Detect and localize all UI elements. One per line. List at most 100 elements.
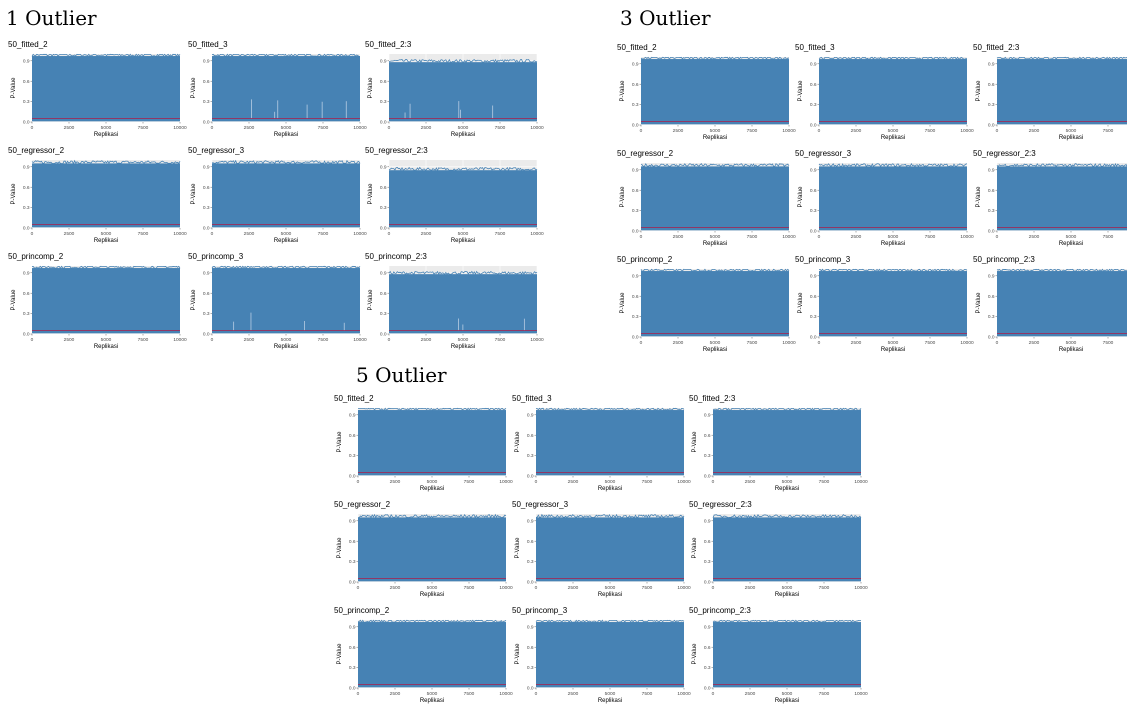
x-axis-label: Replikasi — [1059, 135, 1083, 141]
panel-title: 50_regressor_2:3 — [365, 146, 428, 155]
y-tick-label: 0.0 — [527, 580, 534, 586]
plot-svg: 0.0 0.3 0.6 0.9 0 2500 5000 7500 10000 Replikasi P… — [620, 56, 796, 141]
x-tick-label: 7500 — [642, 479, 653, 485]
y-axis-label: P-Value — [191, 183, 197, 205]
x-tick-label: 10000 — [530, 337, 544, 343]
x-axis-label: Replikasi — [703, 135, 727, 141]
pvalue-series-peaks — [388, 166, 538, 172]
chart-panel: 50_princomp_2:3 0.0 0.3 0.6 0.9 0 2500 5000 7500… — [365, 252, 544, 354]
plot-svg: 0.0 0.3 0.6 0.9 0 2500 5000 7500 10000 Replikasi P… — [620, 163, 796, 247]
y-axis-label: P-Value — [337, 537, 343, 559]
x-tick-label: 10000 — [854, 479, 868, 485]
x-tick-label: 2500 — [1029, 128, 1040, 134]
x-tick-label: 10000 — [677, 691, 691, 697]
pvalue-series — [536, 622, 684, 688]
y-tick-label: 0.0 — [632, 229, 639, 235]
y-tick-label: 0.0 — [23, 120, 30, 126]
x-tick-label: 10000 — [782, 340, 796, 346]
chart-panel: 50_fitted_3 0.0 0.3 0.6 0.9 0 2500 5000 7500 1000… — [512, 394, 691, 496]
x-tick-label: 10000 — [782, 234, 796, 240]
plot-svg: 0.0 0.3 0.6 0.9 0 2500 5000 7500 10000 Replikasi P… — [692, 407, 868, 492]
y-tick-label: 0.3 — [23, 205, 30, 211]
group-title: 3 Outlier — [620, 6, 711, 30]
x-tick-label: 5000 — [782, 585, 793, 591]
pvalue-series-peaks — [357, 407, 507, 412]
x-tick-label: 5000 — [101, 125, 112, 131]
y-axis-label: P-Value — [11, 77, 17, 99]
y-tick-label: 0.9 — [380, 270, 387, 276]
y-tick-label: 0.6 — [23, 79, 30, 85]
x-tick-label: 5000 — [888, 234, 899, 240]
y-tick-label: 0.6 — [527, 433, 534, 439]
y-tick-label: 0.6 — [203, 185, 210, 191]
x-tick-label: 5000 — [605, 691, 616, 697]
y-axis-label: P-Value — [798, 80, 804, 102]
y-tick-label: 0.9 — [380, 58, 387, 64]
y-tick-label: 0.3 — [349, 453, 356, 459]
x-tick-label: 10000 — [960, 128, 974, 134]
x-axis-label: Replikasi — [881, 241, 905, 247]
y-tick-label: 0.3 — [203, 205, 210, 211]
y-tick-label: 0.3 — [380, 205, 387, 211]
x-tick-label: 0 — [357, 479, 360, 485]
plot-svg: 0.0 0.3 0.6 0.9 0 2500 5000 7500 10000 Replikasi P… — [620, 268, 796, 353]
pvalue-series-peaks — [996, 162, 1127, 168]
pvalue-series — [713, 517, 861, 582]
pvalue-series-peaks — [818, 268, 968, 272]
y-axis-label: P-Value — [620, 80, 626, 102]
y-axis-label: P-Value — [692, 537, 698, 559]
plot-svg: 0.0 0.3 0.6 0.9 0 2500 5000 7500 10000 Replikasi P… — [515, 513, 691, 598]
x-tick-label: 2500 — [673, 128, 684, 134]
x-tick-label: 10000 — [499, 691, 513, 697]
x-tick-label: 10000 — [677, 585, 691, 591]
x-tick-label: 0 — [31, 125, 34, 131]
y-tick-label: 0.6 — [203, 291, 210, 297]
x-tick-label: 2500 — [568, 585, 579, 591]
x-tick-label: 0 — [996, 340, 999, 346]
y-tick-label: 0.9 — [632, 273, 639, 279]
pvalue-series-peaks — [640, 163, 790, 168]
pvalue-series-peaks — [31, 53, 181, 58]
x-tick-label: 7500 — [925, 234, 936, 240]
y-axis-label: P-Value — [798, 292, 804, 314]
chart-panel: 50_regressor_2:3 0.0 0.3 0.6 0.9 0 2500 5000 750… — [973, 149, 1127, 251]
y-tick-label: 0.0 — [527, 686, 534, 692]
y-tick-label: 0.9 — [704, 624, 711, 630]
y-tick-label: 0.6 — [988, 82, 995, 88]
chart-panel: 50_fitted_2 0.0 0.3 0.6 0.9 0 2500 5000 7500 1000… — [334, 394, 513, 496]
pvalue-series-peaks — [640, 268, 790, 273]
y-axis-label: P-Value — [368, 77, 374, 99]
y-tick-label: 0.9 — [527, 624, 534, 630]
x-tick-label: 0 — [535, 691, 538, 697]
y-tick-label: 0.6 — [632, 188, 639, 194]
plot-svg: 0.0 0.3 0.6 0.9 0 2500 5000 7500 10000 Replikasi P… — [692, 514, 868, 598]
x-tick-label: 7500 — [138, 337, 149, 343]
y-tick-label: 0.9 — [203, 270, 210, 276]
y-tick-label: 0.6 — [810, 188, 817, 194]
chart-panel: 50_regressor_2:3 0.0 0.3 0.6 0.9 0 2500 5000 750… — [689, 500, 868, 602]
chart-panel: 50_princomp_2:3 0.0 0.3 0.6 0.9 0 2500 5000 7500… — [973, 255, 1127, 357]
y-axis-label: P-Value — [11, 289, 17, 311]
y-tick-label: 0.0 — [810, 229, 817, 235]
x-tick-label: 2500 — [568, 691, 579, 697]
pvalue-series-peaks — [211, 265, 361, 270]
panel-title: 50_princomp_2:3 — [689, 606, 751, 615]
x-axis-label: Replikasi — [1059, 241, 1083, 247]
panel-title: 50_regressor_3 — [188, 146, 245, 155]
x-axis-label: Replikasi — [775, 698, 799, 704]
x-axis-label: Replikasi — [881, 135, 905, 141]
x-axis-label: Replikasi — [703, 241, 727, 247]
x-tick-label: 5000 — [1066, 234, 1077, 240]
pvalue-series-peaks — [640, 56, 790, 61]
y-tick-label: 0.6 — [349, 539, 356, 545]
x-tick-label: 5000 — [1066, 340, 1077, 346]
x-tick-label: 0 — [712, 479, 715, 485]
x-tick-label: 7500 — [495, 231, 506, 237]
panel-title: 50_regressor_3 — [795, 149, 852, 158]
pvalue-series — [212, 163, 360, 228]
pvalue-series — [212, 56, 360, 122]
panel-title: 50_regressor_2:3 — [689, 500, 752, 509]
x-tick-label: 10000 — [173, 125, 187, 131]
y-tick-label: 0.3 — [527, 453, 534, 459]
x-axis-label: Replikasi — [598, 486, 622, 492]
